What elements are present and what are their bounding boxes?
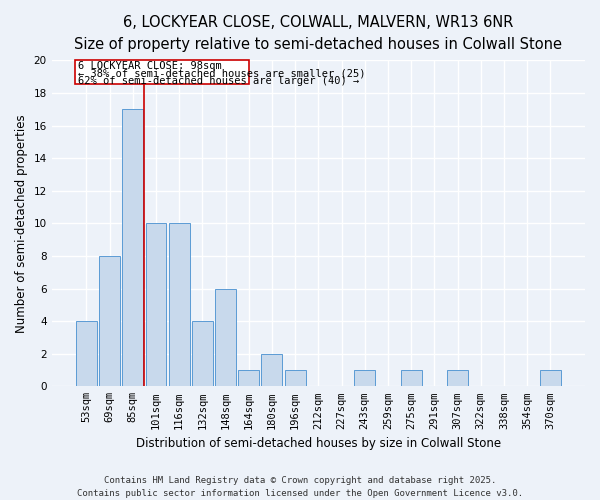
FancyBboxPatch shape (75, 60, 249, 84)
Title: 6, LOCKYEAR CLOSE, COLWALL, MALVERN, WR13 6NR
Size of property relative to semi-: 6, LOCKYEAR CLOSE, COLWALL, MALVERN, WR1… (74, 15, 562, 52)
Bar (215, 288, 236, 386)
Bar (99, 256, 120, 386)
Bar (238, 370, 259, 386)
Text: ← 38% of semi-detached houses are smaller (25): ← 38% of semi-detached houses are smalle… (77, 68, 365, 78)
Text: 62% of semi-detached houses are larger (40) →: 62% of semi-detached houses are larger (… (77, 76, 359, 86)
Bar (192, 321, 213, 386)
Bar (169, 224, 190, 386)
X-axis label: Distribution of semi-detached houses by size in Colwall Stone: Distribution of semi-detached houses by … (136, 437, 501, 450)
Bar (540, 370, 561, 386)
Bar (262, 354, 283, 386)
Bar (401, 370, 422, 386)
Bar (284, 370, 305, 386)
Y-axis label: Number of semi-detached properties: Number of semi-detached properties (15, 114, 28, 332)
Bar (447, 370, 468, 386)
Bar (354, 370, 375, 386)
Bar (146, 224, 166, 386)
Bar (76, 321, 97, 386)
Text: 6 LOCKYEAR CLOSE: 98sqm: 6 LOCKYEAR CLOSE: 98sqm (77, 61, 221, 71)
Bar (122, 109, 143, 386)
Text: Contains HM Land Registry data © Crown copyright and database right 2025.
Contai: Contains HM Land Registry data © Crown c… (77, 476, 523, 498)
